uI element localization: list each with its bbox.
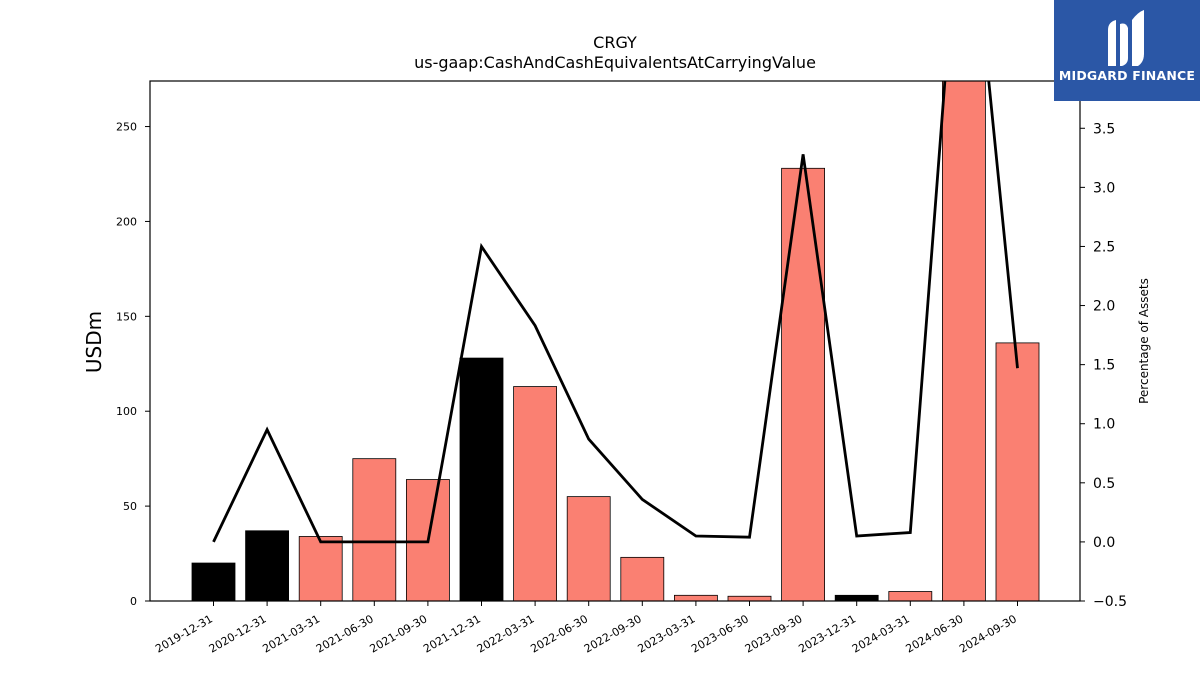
x-tick-label: 2022-06-30 (528, 612, 590, 655)
y-tick-label: 250 (116, 121, 137, 134)
bar-2022-06-30 (566, 496, 611, 601)
bar-2021-03-31 (298, 536, 343, 601)
bar-2020-12-31 (245, 530, 290, 601)
x-axis: 2019-12-312020-12-312021-03-312021-06-30… (153, 601, 1019, 656)
x-tick-label: 2021-12-31 (421, 612, 483, 655)
bar-2023-12-31 (834, 594, 879, 601)
percentage-line (212, 81, 1019, 544)
y2-tick-label: 0.0 (1093, 535, 1115, 551)
y-tick-label: 100 (116, 405, 137, 418)
y-axis-label: USDm (82, 311, 106, 373)
y2-tick-label: 0.5 (1093, 476, 1115, 492)
y-tick-label: 50 (123, 500, 137, 513)
plot-frame (149, 80, 1081, 602)
x-tick-label: 2022-03-31 (475, 612, 537, 655)
y2-tick-label: 2.5 (1093, 239, 1115, 255)
x-tick-label: 2023-12-31 (796, 612, 858, 655)
y2-tick-label: 2.0 (1093, 299, 1115, 315)
x-tick-label: 2021-06-30 (314, 612, 376, 655)
y2-tick-label: 1.5 (1093, 358, 1115, 374)
y2-axis-label: Percentage of Assets (1137, 278, 1151, 404)
y2-tick-label: 3.0 (1093, 180, 1115, 196)
bars-group (191, 81, 1040, 601)
bar-2021-06-30 (352, 458, 397, 601)
left-axis: 0 50 100 150 200 250 (116, 121, 150, 608)
x-tick-label: 2021-03-31 (260, 612, 322, 655)
bar-2022-09-30 (620, 556, 665, 601)
y2-tick-label: 1.0 (1093, 417, 1115, 433)
x-tick-label: 2021-09-30 (368, 612, 430, 655)
y-tick-label: 200 (116, 215, 137, 228)
y-tick-label: 150 (116, 310, 137, 323)
logo-text: MIDGARD FINANCE (1058, 68, 1196, 83)
bar-2024-03-31 (888, 591, 933, 601)
x-tick-label: 2024-06-30 (904, 612, 966, 655)
x-tick-label: 2024-03-31 (850, 612, 912, 655)
chart-subtitle: us-gaap:CashAndCashEquivalentsAtCarrying… (414, 53, 816, 72)
line-group (212, 81, 1019, 544)
bar-2019-12-31 (191, 562, 236, 601)
y2-tick-label: 3.5 (1093, 121, 1115, 137)
bar-2023-09-30 (781, 167, 825, 601)
bar-2021-12-31 (459, 357, 504, 601)
bar-2023-03-31 (674, 594, 718, 601)
right-axis: −0.5 0.0 0.5 1.0 1.5 2.0 2.5 3.0 3.5 (1080, 121, 1127, 610)
x-tick-label: 2020-12-31 (207, 612, 269, 655)
x-tick-label: 2023-06-30 (689, 612, 751, 655)
bar-2024-06-30 (942, 81, 986, 601)
x-tick-label: 2023-03-31 (636, 612, 698, 655)
bar-2022-03-31 (513, 386, 557, 601)
x-tick-label: 2023-09-30 (743, 612, 805, 655)
y2-tick-label: −0.5 (1093, 594, 1127, 610)
brand-logo: MIDGARD FINANCE (1054, 0, 1200, 101)
y-tick-label: 0 (130, 595, 137, 608)
bar-2023-06-30 (727, 595, 772, 601)
logo-mark-icon (1108, 10, 1144, 66)
chart-title: CRGY (593, 33, 637, 52)
x-tick-label: 2024-09-30 (957, 612, 1019, 655)
bar-2024-09-30 (995, 342, 1040, 601)
x-tick-label: 2019-12-31 (153, 612, 215, 655)
x-tick-label: 2022-09-30 (582, 612, 644, 655)
